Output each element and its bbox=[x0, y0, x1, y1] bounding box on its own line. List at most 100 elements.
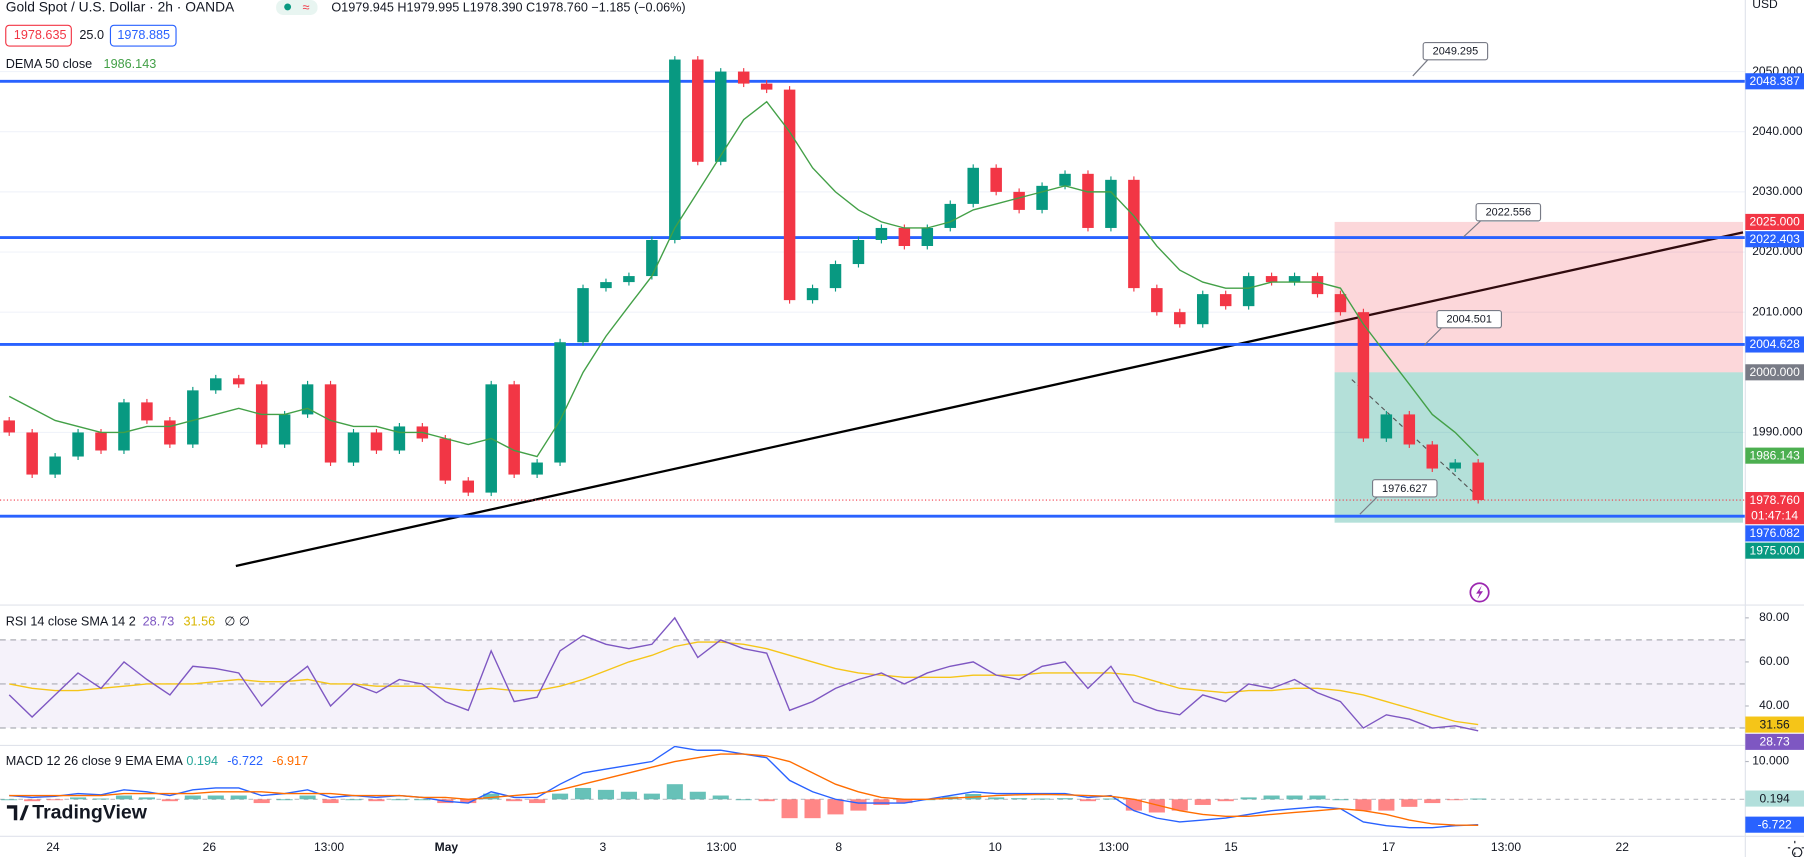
rsi-sma-line bbox=[9, 641, 1479, 726]
candle bbox=[1105, 179, 1117, 228]
macd-histogram-bar bbox=[414, 799, 431, 801]
macd-histogram-bar bbox=[368, 799, 385, 802]
sell-button[interactable] bbox=[5, 24, 72, 47]
macd-histogram-bar bbox=[574, 787, 592, 800]
price-tick-label: 2030.000 bbox=[1752, 184, 1803, 198]
macd-histogram-bar bbox=[1011, 798, 1028, 800]
candle bbox=[852, 239, 865, 265]
alert-icon-bolt bbox=[1476, 585, 1484, 600]
candle bbox=[1426, 444, 1439, 469]
callout-leader bbox=[1423, 327, 1442, 346]
price-label bbox=[1745, 231, 1804, 248]
macd-histogram-bar bbox=[1171, 799, 1188, 811]
candle bbox=[1357, 312, 1370, 439]
logo-mark bbox=[6, 805, 29, 821]
stop-zone bbox=[1334, 221, 1744, 373]
dema-legend[interactable]: DEMA 50 close bbox=[6, 57, 92, 71]
callout-label[interactable]: 2004.501 bbox=[1446, 314, 1492, 326]
ask-price[interactable]: 1978.885 bbox=[117, 28, 170, 42]
callout-label[interactable]: 2049.295 bbox=[1433, 46, 1479, 58]
price-label-text: 2000.000 bbox=[1750, 365, 1801, 379]
time-tick-label: May bbox=[435, 840, 459, 854]
macd-histogram-bar bbox=[804, 799, 821, 819]
macd-tick-label: 10.000 bbox=[1752, 754, 1789, 768]
bid-price[interactable]: 1978.635 bbox=[14, 28, 67, 42]
price-tick-label: 2010.000 bbox=[1752, 304, 1803, 318]
time-tick-label: 13:00 bbox=[314, 840, 344, 854]
candle bbox=[1311, 276, 1324, 295]
macd-histogram-bar bbox=[506, 799, 523, 802]
callout-box[interactable] bbox=[1436, 310, 1502, 329]
rsi-tick-label: 40.00 bbox=[1759, 698, 1789, 712]
candle bbox=[1403, 414, 1416, 445]
macd-histogram-bar bbox=[850, 799, 867, 811]
axes: 1990.000 2010.000 2020.000 2030.000 2040.000… bbox=[46, 64, 1804, 854]
candle bbox=[1128, 179, 1140, 289]
time-tick-label: 3 bbox=[600, 840, 607, 854]
candle bbox=[370, 432, 383, 451]
candle bbox=[1196, 294, 1209, 325]
price-label-text: 2022.403 bbox=[1750, 232, 1801, 246]
callout-label[interactable]: 2022.556 bbox=[1486, 207, 1532, 219]
macd-histogram-bar bbox=[391, 799, 408, 801]
candle bbox=[1334, 294, 1347, 313]
callout-leader bbox=[1463, 220, 1482, 238]
callout-leader bbox=[1412, 59, 1429, 77]
macd-histogram-bar bbox=[1286, 795, 1303, 800]
macd-histogram-bar bbox=[1378, 799, 1395, 811]
tradingview-logo[interactable]: TradingView bbox=[6, 801, 148, 823]
price-label bbox=[1745, 542, 1804, 559]
currency-label[interactable]: USD bbox=[1752, 0, 1778, 11]
candle bbox=[967, 167, 979, 204]
target-zone bbox=[1334, 372, 1744, 523]
rsi-line bbox=[8, 616, 1479, 732]
time-tick-label: 8 bbox=[835, 840, 842, 854]
alert-icon[interactable] bbox=[1469, 582, 1490, 603]
macd-histogram-bar bbox=[299, 795, 316, 800]
indicator-label-text: 31.56 bbox=[1760, 717, 1790, 731]
macd-legend[interactable]: MACD 12 26 close 9 EMA EMA bbox=[6, 754, 184, 768]
rsi-legend[interactable]: RSI 14 close SMA 14 2 bbox=[6, 615, 136, 629]
macd-histogram-bar bbox=[896, 799, 913, 804]
price-label bbox=[1745, 447, 1804, 464]
macd-histogram-bar bbox=[184, 795, 201, 800]
candle bbox=[462, 480, 475, 493]
candle bbox=[806, 288, 819, 301]
callout-box[interactable] bbox=[1475, 203, 1542, 222]
overlay: 1986.143 28.73 31.56 ∅ ∅ 0.194 -6.722 -6.917 20… bbox=[104, 41, 1542, 768]
time-tick-label: 10 bbox=[988, 840, 1002, 854]
candle bbox=[623, 276, 635, 283]
price-label-text: 1978.760 bbox=[1750, 493, 1801, 507]
callout-label[interactable]: 1976.627 bbox=[1382, 483, 1428, 495]
rsi-legend-value: 28.73 bbox=[143, 615, 175, 629]
macd-histogram-bar bbox=[1102, 798, 1119, 800]
macd-legend-value: -6.917 bbox=[272, 754, 308, 768]
indicator-label bbox=[1745, 790, 1804, 807]
price-label bbox=[1745, 364, 1804, 381]
macd-histogram-bar bbox=[1309, 795, 1326, 800]
candle bbox=[692, 59, 704, 162]
macd-histogram-bar bbox=[1194, 799, 1211, 805]
price-tick-label: 2040.000 bbox=[1752, 124, 1803, 138]
candle bbox=[669, 59, 681, 240]
candle bbox=[1288, 276, 1301, 283]
macd-histogram-bar bbox=[758, 799, 775, 802]
candle bbox=[554, 342, 566, 463]
candle bbox=[1242, 276, 1255, 307]
candle bbox=[1380, 414, 1393, 439]
buy-button[interactable] bbox=[109, 24, 177, 47]
macd-histogram-bar bbox=[988, 797, 1005, 800]
macd-histogram-bar bbox=[712, 795, 729, 800]
callout-box[interactable] bbox=[1371, 479, 1438, 498]
macd-histogram-bar bbox=[460, 799, 477, 804]
price-label bbox=[1745, 213, 1804, 230]
rsi-tick-label: 80.00 bbox=[1759, 610, 1789, 624]
callout-box[interactable] bbox=[1422, 41, 1489, 61]
rsi-legend-extra: ∅ ∅ bbox=[224, 615, 250, 629]
trend-line bbox=[235, 231, 1744, 568]
rsi-legend-value: 31.56 bbox=[184, 615, 216, 629]
macd-histogram-bar bbox=[253, 799, 270, 804]
macd-histogram-bar bbox=[207, 795, 224, 800]
macd-histogram-bar bbox=[1, 799, 18, 801]
